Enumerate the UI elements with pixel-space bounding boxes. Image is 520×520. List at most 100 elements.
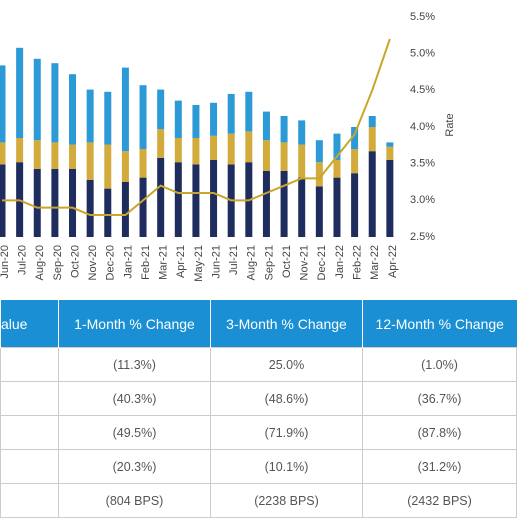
bar-segment xyxy=(157,89,165,130)
bar-segment xyxy=(69,168,77,237)
bar-segment xyxy=(280,142,288,171)
x-tick-label: Jun-20 xyxy=(0,245,11,279)
header-cell: 12-Month % Change xyxy=(362,300,517,348)
cell: 25.0% xyxy=(210,347,363,382)
bar-segment xyxy=(351,173,359,237)
y2-tick-label: 3.5% xyxy=(410,158,435,170)
rate-line xyxy=(2,38,391,216)
cell xyxy=(0,483,59,518)
x-tick-label: Oct-20 xyxy=(69,245,81,278)
cell: (1.0%) xyxy=(362,347,517,382)
bar-segment xyxy=(69,144,77,169)
bar-segment xyxy=(157,157,165,237)
bar-segment xyxy=(16,138,24,163)
x-tick-label: Nov-20 xyxy=(87,245,99,280)
cell: (10.1%) xyxy=(210,449,363,484)
cell: (2432 BPS) xyxy=(362,483,517,518)
table-row: (804 BPS) (2238 BPS) (2432 BPS) xyxy=(0,483,517,518)
bar-segment xyxy=(104,144,112,189)
bar-segment xyxy=(368,116,376,127)
x-tick-label: Mar-22 xyxy=(369,245,381,280)
bar-segment xyxy=(333,177,341,237)
bar-segment xyxy=(333,133,341,160)
bar-segment xyxy=(192,105,200,138)
cell xyxy=(0,347,59,382)
cell: (36.7%) xyxy=(362,381,517,416)
bar-segment xyxy=(139,177,147,237)
y2-axis-label: Rate xyxy=(444,113,456,136)
cell: (40.3%) xyxy=(58,381,211,416)
table-row: (11.3%) 25.0% (1.0%) xyxy=(0,347,517,382)
bar-segment xyxy=(33,140,41,169)
bar-segment xyxy=(0,65,6,143)
cell xyxy=(0,415,59,450)
bar-segment xyxy=(333,160,341,178)
bar-segment xyxy=(121,67,129,152)
table-body: (11.3%) 25.0% (1.0%) (40.3%) (48.6%) (36.7%)(… xyxy=(0,347,517,518)
bar-segment xyxy=(386,142,394,147)
x-tick-label: Oct-21 xyxy=(281,245,293,278)
bar-segment xyxy=(51,63,59,143)
bar-segment xyxy=(210,135,218,160)
bar-segment xyxy=(192,164,200,237)
bar-segment xyxy=(368,127,376,152)
y2-tick-label: 5.0% xyxy=(410,48,435,60)
bar-segment xyxy=(174,162,182,237)
bar-segment xyxy=(315,186,323,237)
cell: (31.2%) xyxy=(362,449,517,484)
bar-segment xyxy=(139,149,147,178)
y2-tick-label: 3.0% xyxy=(410,194,435,206)
header-cell: 3-Month % Change xyxy=(210,300,363,348)
bar-segment xyxy=(245,91,253,132)
bar-segment xyxy=(280,171,288,237)
x-tick-label: Feb-22 xyxy=(352,245,364,280)
bar-segment xyxy=(315,140,323,163)
bar-segment xyxy=(86,89,94,143)
cell xyxy=(0,449,59,484)
header-cell: alue xyxy=(0,300,59,348)
x-tick-label: Jun-21 xyxy=(210,245,222,279)
bar-segment xyxy=(262,171,270,237)
bar-segment xyxy=(121,182,129,237)
cell: (20.3%) xyxy=(58,449,211,484)
cell: (2238 BPS) xyxy=(210,483,363,518)
x-tick-label: Jul-21 xyxy=(228,245,240,275)
x-tick-label: Jan-21 xyxy=(122,245,134,279)
bar-segment xyxy=(86,142,94,180)
bar-segment xyxy=(157,129,165,158)
chart: Rate 2.5% 3.0% 3.5% 4.0% 4.5% 5.0% 5.5% Jun-20 J… xyxy=(0,11,456,282)
bar-segment xyxy=(298,177,306,237)
bar-segment xyxy=(280,116,288,143)
bar-segment xyxy=(351,149,359,174)
y2-tick-label: 2.5% xyxy=(410,231,435,243)
x-tick-label: Aug-21 xyxy=(246,245,258,280)
bar-segment xyxy=(210,102,218,136)
table-row: (49.5%) (71.9%) (87.8%) xyxy=(0,415,517,450)
bar-segment xyxy=(69,74,77,145)
bar-segment xyxy=(227,133,235,165)
bar-segment xyxy=(51,142,59,169)
bar-segment xyxy=(351,127,359,149)
bar-segment xyxy=(16,47,24,138)
y2-tick-label: 5.5% xyxy=(410,11,435,23)
x-tick-label: Jul-20 xyxy=(17,245,29,275)
bar-segment xyxy=(386,146,394,160)
bar-segment xyxy=(86,179,94,237)
x-tick-label: Dec-20 xyxy=(105,245,117,280)
y2-tick-label: 4.5% xyxy=(410,84,435,96)
cell: (804 BPS) xyxy=(58,483,211,518)
bar-segment xyxy=(262,111,270,141)
bar-segment xyxy=(174,100,182,138)
bar-segment xyxy=(298,120,306,145)
cell: (49.5%) xyxy=(58,415,211,450)
x-tick-label: Dec-21 xyxy=(316,245,328,280)
bar-segment xyxy=(368,151,376,237)
x-tick-label: Jan-22 xyxy=(334,245,346,279)
x-tick-label: Nov-21 xyxy=(299,245,311,280)
x-tick-label: Aug-20 xyxy=(34,245,46,280)
cell: (11.3%) xyxy=(58,347,211,382)
bar-segment xyxy=(210,160,218,237)
x-tick-label: May-21 xyxy=(193,245,205,282)
bar-segment xyxy=(192,138,200,165)
table-row: (40.3%) (48.6%) (36.7%) xyxy=(0,381,517,416)
